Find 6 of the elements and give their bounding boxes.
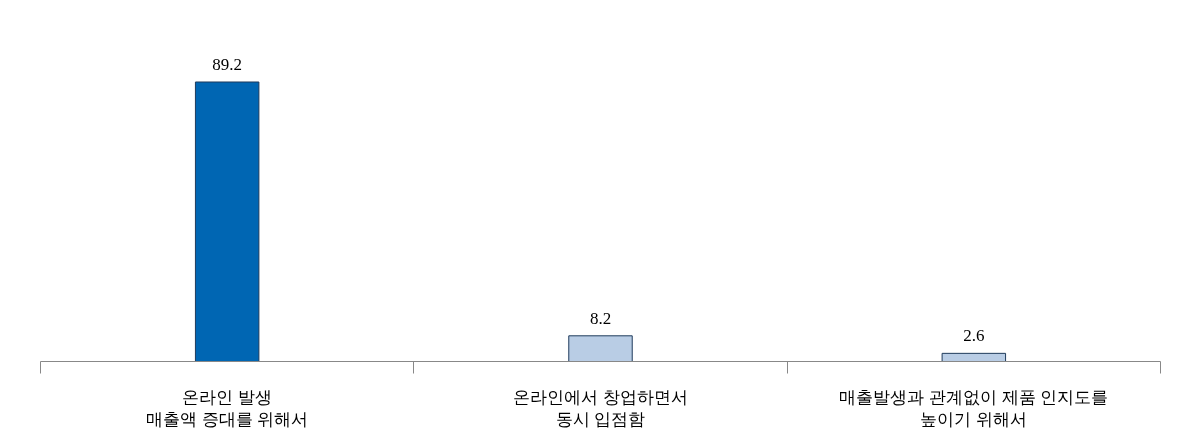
data-label: 8.2 <box>589 308 612 328</box>
x-tick-label: 매출발생과 관계없이 제품 인지도를 높이기 위해서 <box>839 387 1109 430</box>
data-label: 2.6 <box>963 326 985 346</box>
x-tick-label: 온라인에서 창업하면서 동시 입점함 <box>513 387 688 430</box>
data-label: 89.2 <box>212 54 243 74</box>
x-tick-label: 온라인 발생 매출액 증대를 위해서 <box>145 387 309 430</box>
